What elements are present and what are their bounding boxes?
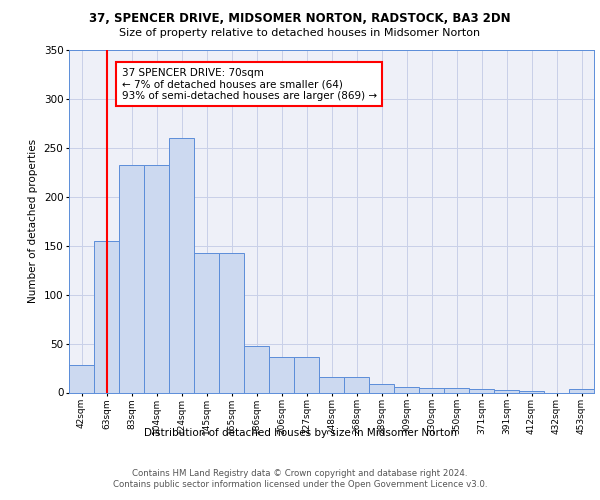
- Bar: [519, 390, 544, 392]
- Bar: [244, 346, 269, 393]
- Text: 37, SPENCER DRIVE, MIDSOMER NORTON, RADSTOCK, BA3 2DN: 37, SPENCER DRIVE, MIDSOMER NORTON, RADS…: [89, 12, 511, 26]
- Bar: [494, 390, 519, 392]
- Bar: [394, 386, 419, 392]
- Bar: [219, 252, 244, 392]
- Bar: [294, 358, 319, 392]
- Bar: [469, 388, 494, 392]
- Bar: [144, 166, 169, 392]
- Bar: [369, 384, 394, 392]
- Text: 37 SPENCER DRIVE: 70sqm
← 7% of detached houses are smaller (64)
93% of semi-det: 37 SPENCER DRIVE: 70sqm ← 7% of detached…: [121, 68, 377, 101]
- Bar: [569, 388, 594, 392]
- Bar: [444, 388, 469, 392]
- Text: Size of property relative to detached houses in Midsomer Norton: Size of property relative to detached ho…: [119, 28, 481, 38]
- Text: Distribution of detached houses by size in Midsomer Norton: Distribution of detached houses by size …: [143, 428, 457, 438]
- Y-axis label: Number of detached properties: Number of detached properties: [28, 139, 38, 304]
- Bar: [269, 358, 294, 392]
- Bar: [419, 388, 444, 392]
- Bar: [319, 377, 344, 392]
- Bar: [344, 377, 369, 392]
- Text: Contains HM Land Registry data © Crown copyright and database right 2024.: Contains HM Land Registry data © Crown c…: [132, 469, 468, 478]
- Bar: [169, 138, 194, 392]
- Bar: [94, 241, 119, 392]
- Bar: [69, 365, 94, 392]
- Bar: [194, 252, 219, 392]
- Bar: [119, 166, 144, 392]
- Text: Contains public sector information licensed under the Open Government Licence v3: Contains public sector information licen…: [113, 480, 487, 489]
